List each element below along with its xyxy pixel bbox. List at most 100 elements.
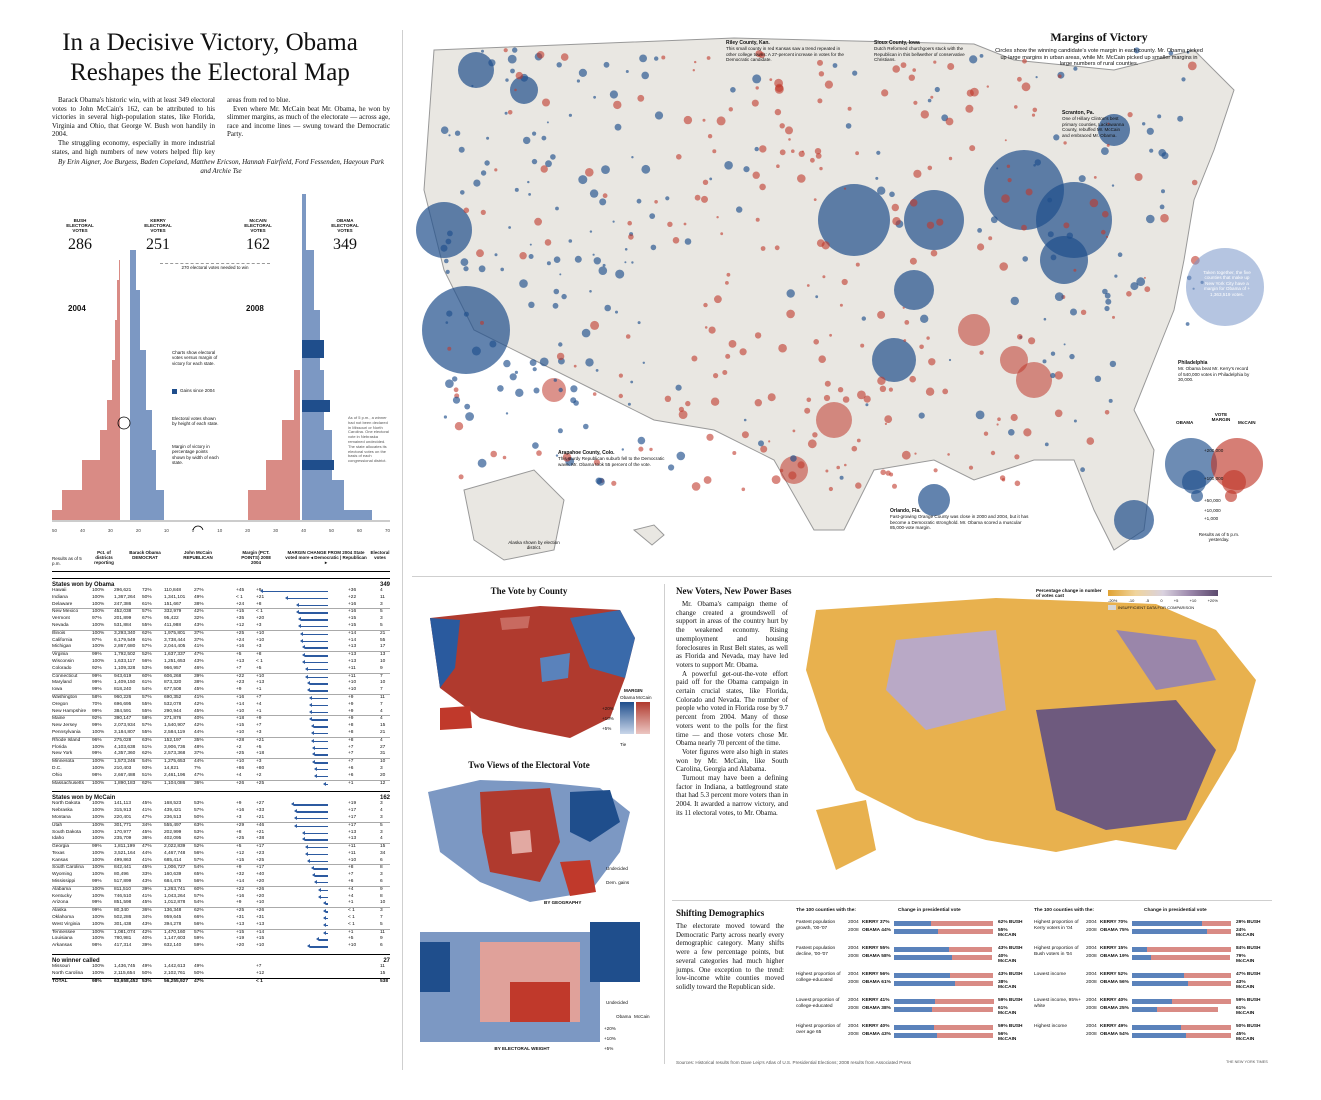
shift-col-head: The 100 counties with the: — [796, 908, 856, 913]
county-bubble — [872, 338, 916, 382]
alaska-note: Alaska shown by election district. — [508, 540, 560, 551]
table-cell: 33% — [142, 872, 152, 878]
year-label: 2004 — [848, 1024, 859, 1029]
row-group-divider — [52, 779, 390, 781]
table-row: Michigan 100% 2,867,680 57% 2,044,405 41% +16 +… — [52, 644, 390, 651]
county-bubble — [720, 232, 724, 236]
change-arrowhead — [260, 589, 264, 593]
county-bubble — [519, 252, 527, 260]
rep-share: 61% McCAIN — [998, 1006, 1017, 1016]
turnout-legend-value: +20% — [1207, 598, 1218, 603]
county-bubble — [786, 289, 795, 298]
table-cell: 100% — [92, 658, 105, 664]
county-bubble — [555, 454, 559, 457]
county-legend-blue — [620, 702, 634, 734]
county-bubble — [788, 138, 791, 141]
table-cell: 100% — [92, 729, 105, 735]
county-bubble — [641, 71, 649, 80]
county-bubble — [996, 423, 999, 426]
county-bubble — [553, 288, 560, 295]
table-cell: 1,792,502 — [114, 652, 136, 658]
table-cell: 41% — [194, 694, 204, 700]
total-row: TOTAL 98% 63,658,452 53% 56,255,927 47% < 1 538 — [52, 977, 390, 987]
county-bubble — [661, 55, 666, 60]
county-bubble — [755, 86, 759, 90]
table-cell: +23 — [236, 680, 245, 686]
row-group-divider — [52, 843, 390, 845]
change-arrow — [308, 853, 328, 856]
county-bubble — [855, 262, 860, 267]
county-bubble — [1033, 164, 1036, 167]
county-bubble — [743, 166, 750, 173]
table-cell: 100% — [92, 893, 105, 899]
county-bubble — [445, 321, 449, 324]
county-bubble — [842, 396, 850, 403]
county-bubble — [545, 160, 552, 168]
county-bubble — [578, 68, 587, 77]
change-arrow — [326, 903, 328, 905]
table-cell: 45% — [142, 900, 152, 906]
dem-bar — [1132, 1033, 1186, 1038]
table-cell: 1,573,246 — [114, 759, 136, 765]
stack-2008-obama — [302, 194, 372, 520]
table-cell: 141,113 — [114, 801, 131, 807]
electoral-by-weight-map — [420, 922, 640, 1042]
change-arrowhead — [305, 845, 309, 850]
col-results: Results as of 5 p.m. — [52, 556, 82, 566]
table-cell: 818,240 — [114, 687, 132, 693]
table-row: New Jersey 99% 2,073,934 57% 1,540,907 42% +15… — [52, 723, 390, 730]
county-bubble — [877, 186, 886, 195]
county-bubble — [540, 165, 548, 173]
table-row: North Carolina 100% 2,115,654 50% 2,102,761 5… — [52, 971, 390, 978]
table-row: Washington 58% 960,226 57% 690,352 41% +16 +7 11… — [52, 695, 390, 702]
county-bubble — [552, 302, 559, 309]
county-bubble — [694, 60, 697, 64]
table-cell: 1,341,101 — [164, 594, 186, 600]
table-cell: 842,441 — [114, 865, 132, 871]
demographic-label: Lowest income, 95%+ white — [1034, 998, 1082, 1009]
county-bubble — [1063, 343, 1066, 346]
table-cell: 63% — [142, 737, 152, 743]
table-cell: Mississippi — [52, 879, 76, 885]
county-bubble — [631, 261, 634, 264]
axis-tick: 10 — [163, 528, 169, 533]
table-cell: 43% — [142, 921, 152, 927]
table-cell: Tennessee — [52, 929, 76, 935]
change-value: +8 — [348, 723, 354, 729]
demographic-row: Highest income 2004 KERRY 49% 50% BUSH 2008 O… — [1034, 1024, 1264, 1050]
dem-share: KERRY 41% — [862, 998, 890, 1003]
change-arrowhead — [301, 653, 305, 658]
table-cell: +2 — [256, 772, 262, 778]
county-bubble — [810, 157, 815, 163]
table-cell: 57% — [142, 723, 152, 729]
intro-paragraph: Even where Mr. McCain beat Mr. Obama, he… — [227, 104, 390, 139]
change-arrowhead — [310, 724, 314, 729]
undecided-label: Undecided — [606, 866, 628, 871]
county-bubble — [771, 475, 781, 484]
rep-bar — [934, 1025, 993, 1030]
table-cell: Arkansas — [52, 943, 72, 949]
county-bubble — [1069, 353, 1075, 360]
table-cell: +25 — [236, 630, 245, 636]
share-bar — [894, 921, 994, 926]
annotation-text: This small county in red Kansas saw a tr… — [726, 46, 844, 63]
table-cell: 780,981 — [114, 936, 132, 942]
turnout-legend-title: Percentage change in number of votes cas… — [1036, 588, 1102, 598]
rep-bar — [949, 947, 992, 952]
dem-bar — [894, 1033, 937, 1038]
table-cell: 1,043,264 — [164, 893, 186, 899]
dem-share: OBAMA 38% — [862, 1006, 891, 1011]
county-bubble — [1053, 134, 1060, 141]
table-cell: +16 — [236, 808, 245, 814]
dem-bar — [1132, 981, 1188, 986]
table-cell: 1,442,613 — [164, 964, 186, 970]
year-2004-label: 2004 — [68, 304, 86, 313]
dem-share: OBAMA 19% — [1100, 954, 1129, 959]
rep-share: 45% McCAIN — [1236, 1032, 1255, 1042]
county-bubble — [1000, 346, 1028, 374]
county-bubble — [1014, 105, 1018, 109]
county-bubble — [667, 221, 673, 227]
demographic-label: Highest income — [1034, 1024, 1068, 1029]
year-label: 2004 — [1086, 972, 1097, 977]
table-cell: +3 — [256, 622, 262, 628]
